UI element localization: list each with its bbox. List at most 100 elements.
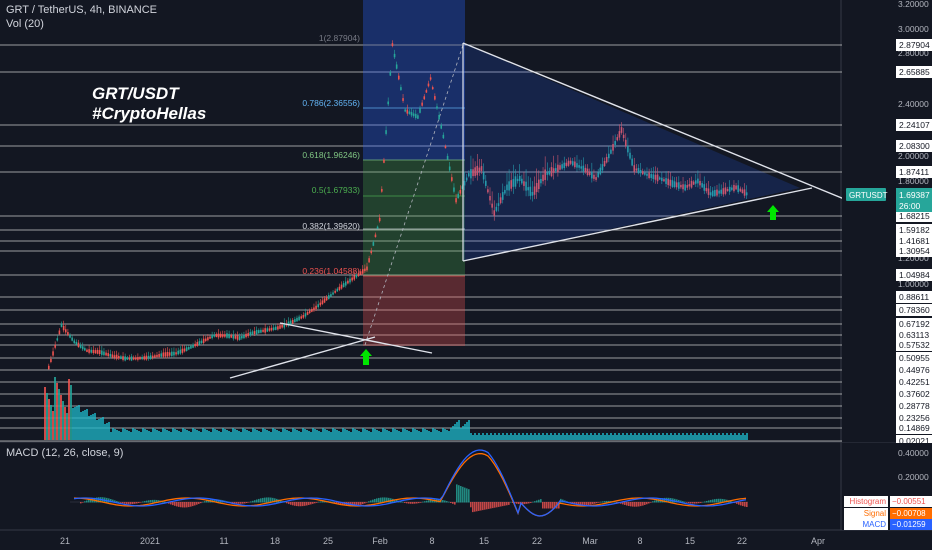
volume-bar <box>648 435 650 440</box>
candle-body <box>692 181 695 185</box>
macd-histogram-bar <box>256 499 258 503</box>
candle-body <box>164 352 167 357</box>
candle-body <box>436 106 438 109</box>
volume-bar <box>526 433 528 440</box>
volume-bar <box>166 430 168 440</box>
volume-bar <box>496 435 498 440</box>
time-axis-label: 22 <box>532 536 542 546</box>
macd-histogram-bar <box>678 499 680 503</box>
candle-body <box>262 329 264 332</box>
volume-bar <box>436 430 438 440</box>
candle-body <box>73 340 76 344</box>
candle-body <box>586 168 589 176</box>
candle-body <box>221 334 224 337</box>
candle-body <box>58 330 61 335</box>
volume-bar <box>138 431 140 440</box>
candle-body <box>296 317 298 322</box>
macd-histogram-bar <box>554 502 556 509</box>
candle-body <box>395 64 398 69</box>
volume-bar <box>246 430 248 440</box>
volume-bar <box>460 428 462 440</box>
volume-bar <box>454 424 456 440</box>
candle-body <box>366 266 368 271</box>
volume-bar <box>298 431 300 440</box>
price-level-value: 2.65885 <box>899 67 930 77</box>
macd-histogram-bar <box>308 502 310 505</box>
macd-histogram-bar <box>354 502 356 507</box>
macd-histogram-bar <box>530 502 532 503</box>
volume-bar <box>618 433 620 440</box>
volume-bar <box>68 379 70 440</box>
price-level-value: 2.87904 <box>899 40 930 50</box>
fib-trend-line <box>364 44 464 346</box>
time-axis-label: 15 <box>479 536 489 546</box>
candle-body <box>217 333 220 338</box>
volume-bar <box>472 435 474 440</box>
macd-histogram-bar <box>302 502 304 507</box>
macd-histogram-bar <box>514 502 516 504</box>
macd-histogram-bar <box>144 501 146 503</box>
volume-bar <box>188 431 190 440</box>
volume-bar <box>120 432 122 440</box>
price-level-tag <box>896 412 932 424</box>
candle-body <box>224 334 226 337</box>
volume-bar <box>678 433 680 440</box>
volume-bar <box>746 433 748 440</box>
price-level-value: 0.02021 <box>899 436 930 446</box>
volume-bar <box>94 413 96 440</box>
volume-bar <box>620 435 622 440</box>
volume-bar <box>324 429 326 440</box>
volume-bar <box>110 432 112 440</box>
macd-histogram-bar <box>388 497 390 503</box>
macd-histogram-bar <box>340 502 342 505</box>
candle-body <box>438 114 440 120</box>
candle-body <box>92 349 95 353</box>
candle-body <box>111 354 114 358</box>
macd-histogram-bar <box>294 502 296 506</box>
candle-body <box>548 170 551 175</box>
volume-bar <box>46 393 48 440</box>
candle-body <box>408 111 411 114</box>
candle-body <box>614 141 616 145</box>
candle-body <box>281 324 283 328</box>
candle-body <box>236 335 239 340</box>
volume-bar <box>220 432 222 440</box>
candle-body <box>351 277 353 281</box>
volume-bar <box>350 432 352 440</box>
volume-bar <box>192 428 194 440</box>
volume-bar <box>534 433 536 440</box>
macd-histogram-bar <box>98 497 100 503</box>
volume-bar <box>250 432 252 440</box>
candle-body <box>741 189 744 194</box>
macd-histogram-bar <box>266 497 268 503</box>
macd-histogram-bar <box>484 502 486 510</box>
volume-bar <box>322 428 324 440</box>
macd-histogram-bar <box>170 502 172 505</box>
macd-histogram-bar <box>216 499 218 503</box>
macd-histogram-bar <box>582 502 584 506</box>
candle-body <box>705 187 708 192</box>
macd-histogram-bar <box>466 488 468 503</box>
macd-histogram-bar <box>558 502 560 509</box>
volume-bar <box>720 435 722 440</box>
volume-bar <box>422 428 424 440</box>
volume-bar <box>392 428 394 440</box>
volume-bar <box>128 431 130 440</box>
price-axis-tick: 1.00000 <box>898 279 929 289</box>
volume-bar <box>632 435 634 440</box>
macd-histogram-bar <box>472 502 474 513</box>
volume-bar <box>214 429 216 440</box>
macd-histogram-bar <box>602 501 604 503</box>
candle-body <box>96 349 99 354</box>
volume-bar <box>410 432 412 440</box>
volume-bar <box>576 435 578 440</box>
volume-bar <box>242 428 244 440</box>
volume-bar <box>174 429 176 440</box>
price-level-tag <box>896 304 932 316</box>
volume-bar <box>260 432 262 440</box>
volume-bar <box>218 431 220 440</box>
candle-body <box>673 181 676 188</box>
macd-legend-name-box <box>844 519 888 530</box>
